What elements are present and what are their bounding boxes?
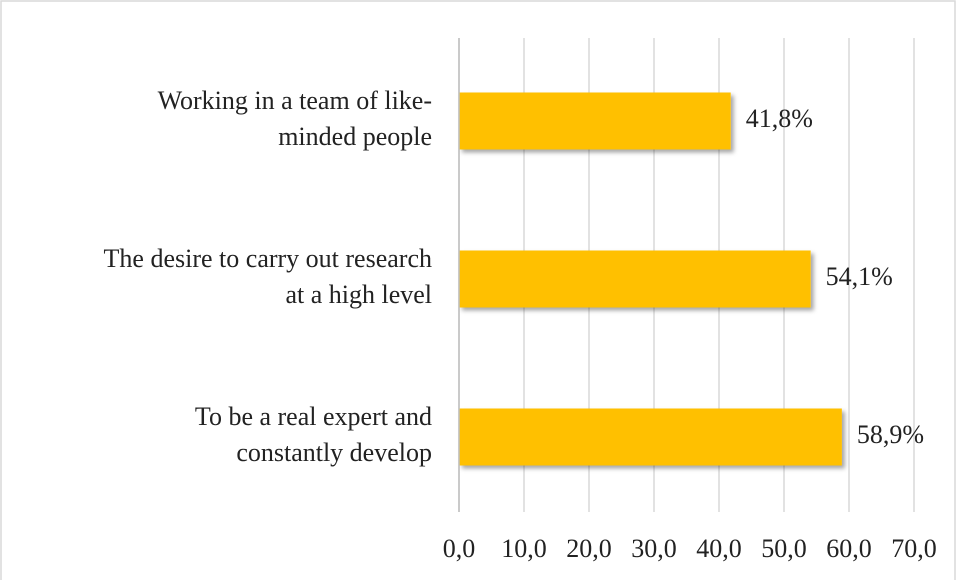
x-tick-label: 20,0: [566, 534, 612, 563]
x-tick-label: 30,0: [631, 534, 677, 563]
x-tick-label: 40,0: [696, 534, 742, 563]
y-tick-label: constantly develop: [236, 438, 432, 467]
data-label: 54,1%: [826, 262, 893, 291]
y-tick-label: To be a real expert and: [195, 402, 432, 431]
x-tick-label: 50,0: [761, 534, 807, 563]
x-tick-label: 70,0: [891, 534, 937, 563]
y-tick-label: minded people: [278, 122, 432, 151]
bar: [459, 250, 811, 308]
y-tick-label: at a high level: [285, 280, 432, 309]
data-label: 41,8%: [746, 104, 813, 133]
data-label: 58,9%: [857, 420, 924, 449]
y-tick-label: The desire to carry out research: [104, 244, 432, 273]
bar: [459, 408, 842, 466]
x-tick-label: 10,0: [501, 534, 547, 563]
y-tick-label: Working in a team of like-: [158, 86, 432, 115]
bar: [459, 92, 731, 150]
x-tick-label: 0,0: [443, 534, 476, 563]
x-tick-label: 60,0: [826, 534, 872, 563]
